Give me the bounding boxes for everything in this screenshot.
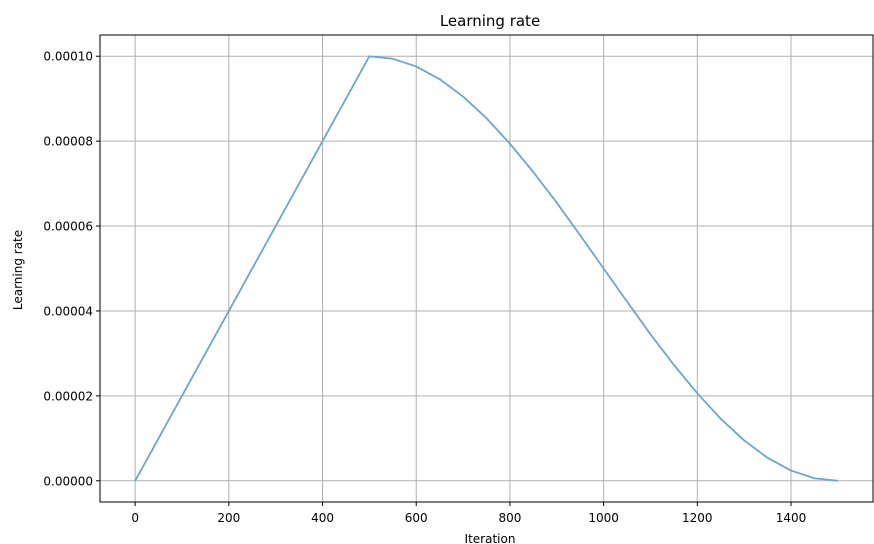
learning-rate-line <box>134 55 838 482</box>
y-axis-label: Learning rate <box>11 230 25 310</box>
grid <box>100 35 873 502</box>
y-tick-label: 0.00002 <box>43 389 93 403</box>
x-tick-label: 200 <box>217 511 240 525</box>
x-axis: 0 200 400 600 800 1000 1200 1400 <box>131 502 806 525</box>
x-tick-label: 1000 <box>588 511 619 525</box>
chart-title: Learning rate <box>440 12 540 30</box>
x-tick-label: 600 <box>405 511 428 525</box>
axes-frame <box>99 34 874 503</box>
x-tick-label: 1200 <box>682 511 713 525</box>
y-tick-label: 0.00004 <box>43 304 93 318</box>
x-tick-label: 1400 <box>776 511 807 525</box>
x-tick-label: 0 <box>131 511 139 525</box>
x-axis-label: Iteration <box>465 532 516 544</box>
y-tick-label: 0.00006 <box>43 220 93 234</box>
y-tick-label: 0.00010 <box>43 50 93 64</box>
y-axis: 0.00000 0.00002 0.00004 0.00006 0.00008 0.000… <box>43 50 100 488</box>
plot-area <box>134 55 838 482</box>
x-tick-label: 800 <box>498 511 521 525</box>
y-tick-label: 0.00008 <box>43 135 93 149</box>
x-tick-label: 400 <box>311 511 334 525</box>
y-tick-label: 0.00000 <box>43 474 93 488</box>
